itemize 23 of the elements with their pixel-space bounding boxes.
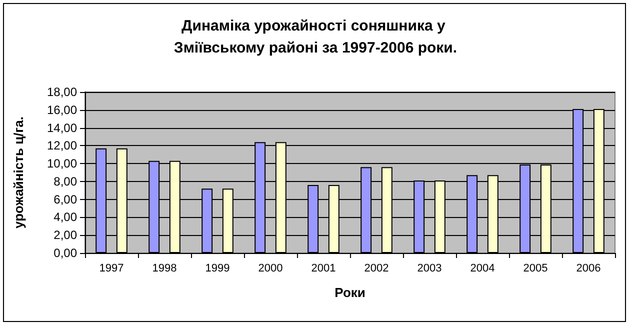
x-tick-label: 2006 <box>576 262 601 274</box>
y-axis-title: урожайність ц/га. <box>11 116 26 228</box>
y-tick-label: 18,00 <box>46 85 78 99</box>
x-tick-label: 1997 <box>99 262 124 274</box>
y-tick-label: 10,00 <box>46 156 78 171</box>
x-axis-title: Роки <box>334 285 366 300</box>
x-tick-label: 2003 <box>417 262 442 274</box>
y-tick-label: 0,00 <box>54 246 78 260</box>
y-tick-label: 4,00 <box>54 210 78 224</box>
y-tick-label: 2,00 <box>54 228 78 242</box>
y-tick-label: 14,00 <box>46 120 78 135</box>
y-tick-label: 16,00 <box>46 102 78 117</box>
y-tick-label: 8,00 <box>54 174 78 188</box>
x-tick-label: 2001 <box>311 262 336 274</box>
y-tick-label: 6,00 <box>54 192 78 206</box>
x-tick-label: 1998 <box>152 262 177 274</box>
y-tick-label: 12,00 <box>46 138 78 153</box>
x-tick-label: 2000 <box>258 262 283 274</box>
x-tick-label: 2004 <box>470 262 495 274</box>
chart-title: Динаміка урожайності соняшника у Зміївському районі за 1997-2006 роки. <box>174 18 458 56</box>
x-tick-label: 2002 <box>364 262 389 274</box>
x-tick-label: 1999 <box>205 262 230 274</box>
x-tick-label: 2005 <box>523 262 548 274</box>
